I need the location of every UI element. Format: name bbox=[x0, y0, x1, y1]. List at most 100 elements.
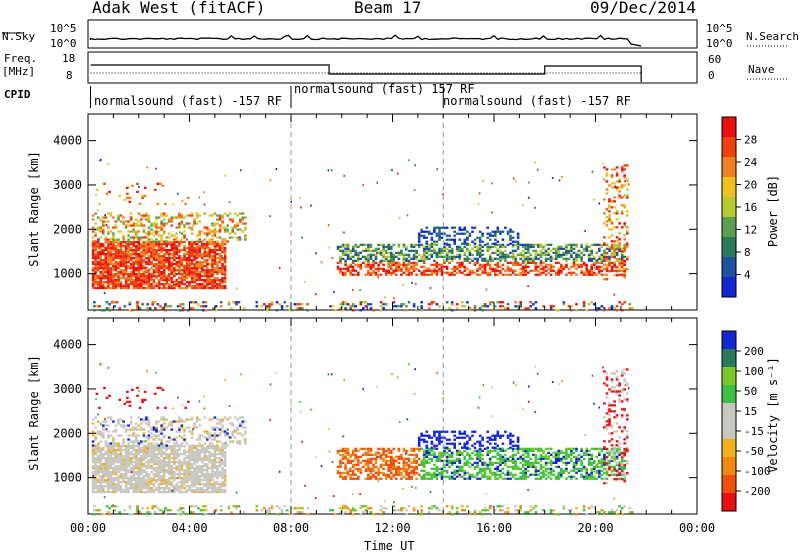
early-upper-power-cell bbox=[195, 234, 199, 237]
early-power-cell bbox=[134, 251, 138, 254]
early-power-cell bbox=[152, 259, 156, 262]
early-velocity-cell bbox=[157, 465, 161, 468]
early-high-velocity-cell bbox=[143, 398, 147, 401]
early-power-cell bbox=[203, 286, 207, 290]
early-power-cell bbox=[114, 251, 118, 254]
mid-power-cell bbox=[587, 269, 591, 272]
mid-power-cell bbox=[539, 271, 543, 274]
ground-power-cell bbox=[582, 303, 586, 306]
ground-power-cell bbox=[450, 303, 454, 306]
early-upper-velocity-cell bbox=[241, 422, 245, 425]
early-upper-power-cell bbox=[102, 228, 105, 231]
early-power-cell bbox=[221, 259, 224, 262]
early-velocity-cell bbox=[190, 463, 194, 466]
early-velocity-cell bbox=[104, 467, 108, 470]
mid-power-cell bbox=[542, 269, 545, 272]
early-velocity-cell bbox=[221, 475, 224, 478]
early-power-cell bbox=[206, 245, 209, 248]
early-velocity-cell bbox=[218, 485, 222, 488]
early-high-power-cell bbox=[141, 194, 144, 197]
early-velocity-cell bbox=[167, 487, 171, 490]
mid-power-cell bbox=[565, 245, 568, 248]
early-upper-velocity-cell bbox=[142, 440, 146, 443]
early-velocity-cell bbox=[165, 490, 168, 494]
mid-velocity-cell bbox=[374, 453, 378, 456]
early-velocity-cell bbox=[216, 467, 219, 470]
late-power-cell bbox=[620, 210, 624, 213]
early-upper-velocity-cell bbox=[94, 416, 97, 419]
early-velocity-cell bbox=[91, 481, 95, 484]
late-power-cell bbox=[610, 182, 614, 185]
mid-velocity-cell bbox=[445, 471, 449, 474]
early-velocity-cell bbox=[203, 455, 207, 458]
mid-power-cell bbox=[346, 255, 350, 258]
early-velocity-cell bbox=[122, 445, 125, 448]
mid-power-cell bbox=[567, 271, 571, 274]
early-power-cell bbox=[200, 269, 204, 272]
early-velocity-cell bbox=[132, 447, 135, 450]
mid-power-cell bbox=[336, 267, 340, 270]
mid-power-cell bbox=[336, 247, 340, 250]
late-power-cell bbox=[623, 174, 626, 177]
mid-velocity-cell bbox=[341, 457, 345, 460]
mid-power-cell bbox=[471, 253, 474, 256]
early-power-cell bbox=[198, 275, 201, 278]
late-power-cell bbox=[626, 210, 629, 213]
mid-power-cell bbox=[402, 259, 406, 262]
early-power-cell bbox=[162, 269, 166, 272]
mid-velocity-cell bbox=[463, 477, 467, 480]
early-power-cell bbox=[200, 243, 204, 246]
early-velocity-cell bbox=[223, 473, 227, 476]
early-velocity-cell bbox=[223, 488, 227, 492]
mid-velocity-cell bbox=[407, 467, 411, 470]
early-upper-velocity-cell bbox=[162, 444, 166, 447]
mid-power-cell bbox=[486, 271, 489, 274]
early-power-cell bbox=[117, 253, 120, 256]
early-power-cell bbox=[137, 259, 141, 262]
early-power-cell bbox=[112, 245, 115, 248]
mid-upper-power-cell bbox=[445, 234, 449, 237]
early-upper-power-cell bbox=[218, 236, 222, 239]
early-upper-velocity-cell bbox=[233, 436, 237, 439]
mid-power-cell bbox=[547, 257, 550, 260]
early-power-cell bbox=[112, 273, 115, 276]
early-upper-power-cell bbox=[193, 220, 196, 223]
early-velocity-cell bbox=[162, 467, 166, 470]
early-velocity-cell bbox=[200, 483, 204, 486]
early-velocity-cell bbox=[127, 487, 130, 490]
early-velocity-cell bbox=[195, 475, 199, 478]
early-power-cell bbox=[94, 243, 97, 246]
mid-power-cell bbox=[382, 253, 385, 256]
mid-power-cell bbox=[577, 255, 581, 258]
mid-power-cell bbox=[565, 253, 568, 256]
early-power-cell bbox=[188, 273, 191, 276]
early-power-cell bbox=[170, 261, 174, 264]
mid-velocity-cell bbox=[379, 457, 383, 460]
noise-power-cell bbox=[155, 167, 157, 170]
early-upper-power-cell bbox=[216, 214, 219, 217]
early-velocity-cell bbox=[200, 457, 204, 460]
mid-power-cell bbox=[390, 265, 393, 268]
early-velocity-cell bbox=[178, 459, 181, 462]
mid-power-cell bbox=[425, 267, 429, 270]
early-power-cell bbox=[109, 241, 113, 244]
early-upper-power-cell bbox=[109, 214, 113, 217]
mid-power-cell bbox=[593, 271, 596, 274]
early-upper-velocity-cell bbox=[241, 434, 245, 437]
ground-power-cell bbox=[405, 309, 408, 312]
early-velocity-cell bbox=[132, 490, 135, 494]
mid-velocity-cell bbox=[435, 457, 439, 460]
mid-power-cell bbox=[499, 251, 502, 254]
early-velocity-cell bbox=[175, 457, 179, 460]
early-velocity-cell bbox=[112, 463, 115, 466]
early-velocity-cell bbox=[112, 481, 115, 484]
mid-power-cell bbox=[412, 263, 416, 266]
early-upper-velocity-cell bbox=[183, 428, 186, 431]
early-power-cell bbox=[170, 263, 174, 266]
early-upper-velocity-cell bbox=[91, 422, 95, 425]
early-power-cell bbox=[155, 259, 158, 262]
ground-power-cell bbox=[349, 305, 352, 308]
early-upper-power-cell bbox=[112, 238, 115, 241]
early-velocity-cell bbox=[203, 465, 207, 468]
early-power-cell bbox=[173, 283, 176, 286]
